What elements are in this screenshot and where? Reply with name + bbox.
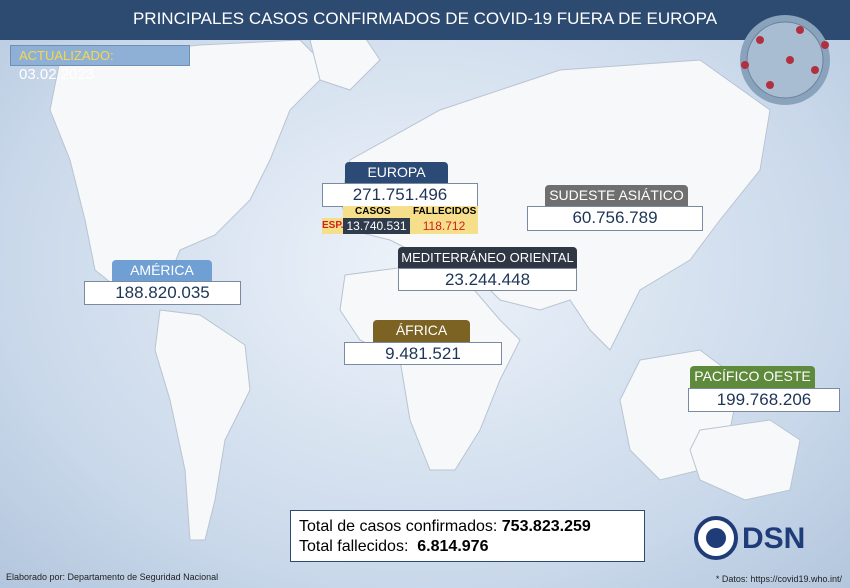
region-value: 271.751.496 bbox=[322, 183, 478, 207]
dsn-emblem bbox=[694, 516, 738, 560]
region-value: 23.244.448 bbox=[398, 268, 577, 291]
totals-cases-row: Total de casos confirmados: 753.823.259 bbox=[299, 517, 644, 537]
totals-cases: 753.823.259 bbox=[501, 518, 591, 535]
updated-date: 03.02.2023 bbox=[19, 66, 95, 83]
region-name: SUDESTE ASIÁTICO bbox=[545, 185, 688, 206]
region-value: 60.756.789 bbox=[527, 206, 703, 231]
totals-deaths-row: Total fallecidos: 6.814.976 bbox=[299, 537, 644, 557]
updated-box: ACTUALIZADO: 03.02.2023 bbox=[10, 45, 190, 83]
title-bar bbox=[0, 0, 850, 40]
totals-box: Total de casos confirmados: 753.823.259 … bbox=[290, 510, 645, 562]
footer-credit: Elaborado por: Departamento de Seguridad… bbox=[6, 572, 219, 582]
region-name: AMÉRICA bbox=[112, 260, 212, 281]
region-value: 199.768.206 bbox=[688, 388, 840, 412]
logo-text: DSN bbox=[742, 522, 806, 555]
spain-cases-header: CASOS bbox=[355, 206, 391, 217]
totals-deaths-label: Total fallecidos: bbox=[299, 538, 409, 555]
footer-source: * Datos: https://covid19.who.int/ bbox=[715, 574, 842, 584]
spain-header: CASOS FALLECIDOS bbox=[343, 206, 478, 218]
title: PRINCIPALES CASOS CONFIRMADOS DE COVID-1… bbox=[132, 9, 718, 28]
region-name: PACÍFICO OESTE bbox=[690, 366, 815, 388]
virus-image bbox=[740, 15, 830, 105]
totals-cases-label: Total de casos confirmados: bbox=[299, 518, 498, 535]
region-value: 9.481.521 bbox=[344, 342, 502, 365]
region-name: MEDITERRÁNEO ORIENTAL bbox=[398, 247, 577, 268]
spain-label: ESP. bbox=[322, 218, 344, 234]
totals-deaths: 6.814.976 bbox=[417, 538, 489, 555]
spain-deaths-header: FALLECIDOS bbox=[413, 206, 477, 217]
region-value: 188.820.035 bbox=[84, 281, 241, 305]
region-name: EUROPA bbox=[345, 162, 448, 183]
region-name: ÁFRICA bbox=[373, 320, 470, 342]
spain-deaths: 118.712 bbox=[410, 218, 478, 234]
spain-cases: 13.740.531 bbox=[343, 218, 410, 234]
updated-label: ACTUALIZADO: bbox=[19, 48, 114, 63]
